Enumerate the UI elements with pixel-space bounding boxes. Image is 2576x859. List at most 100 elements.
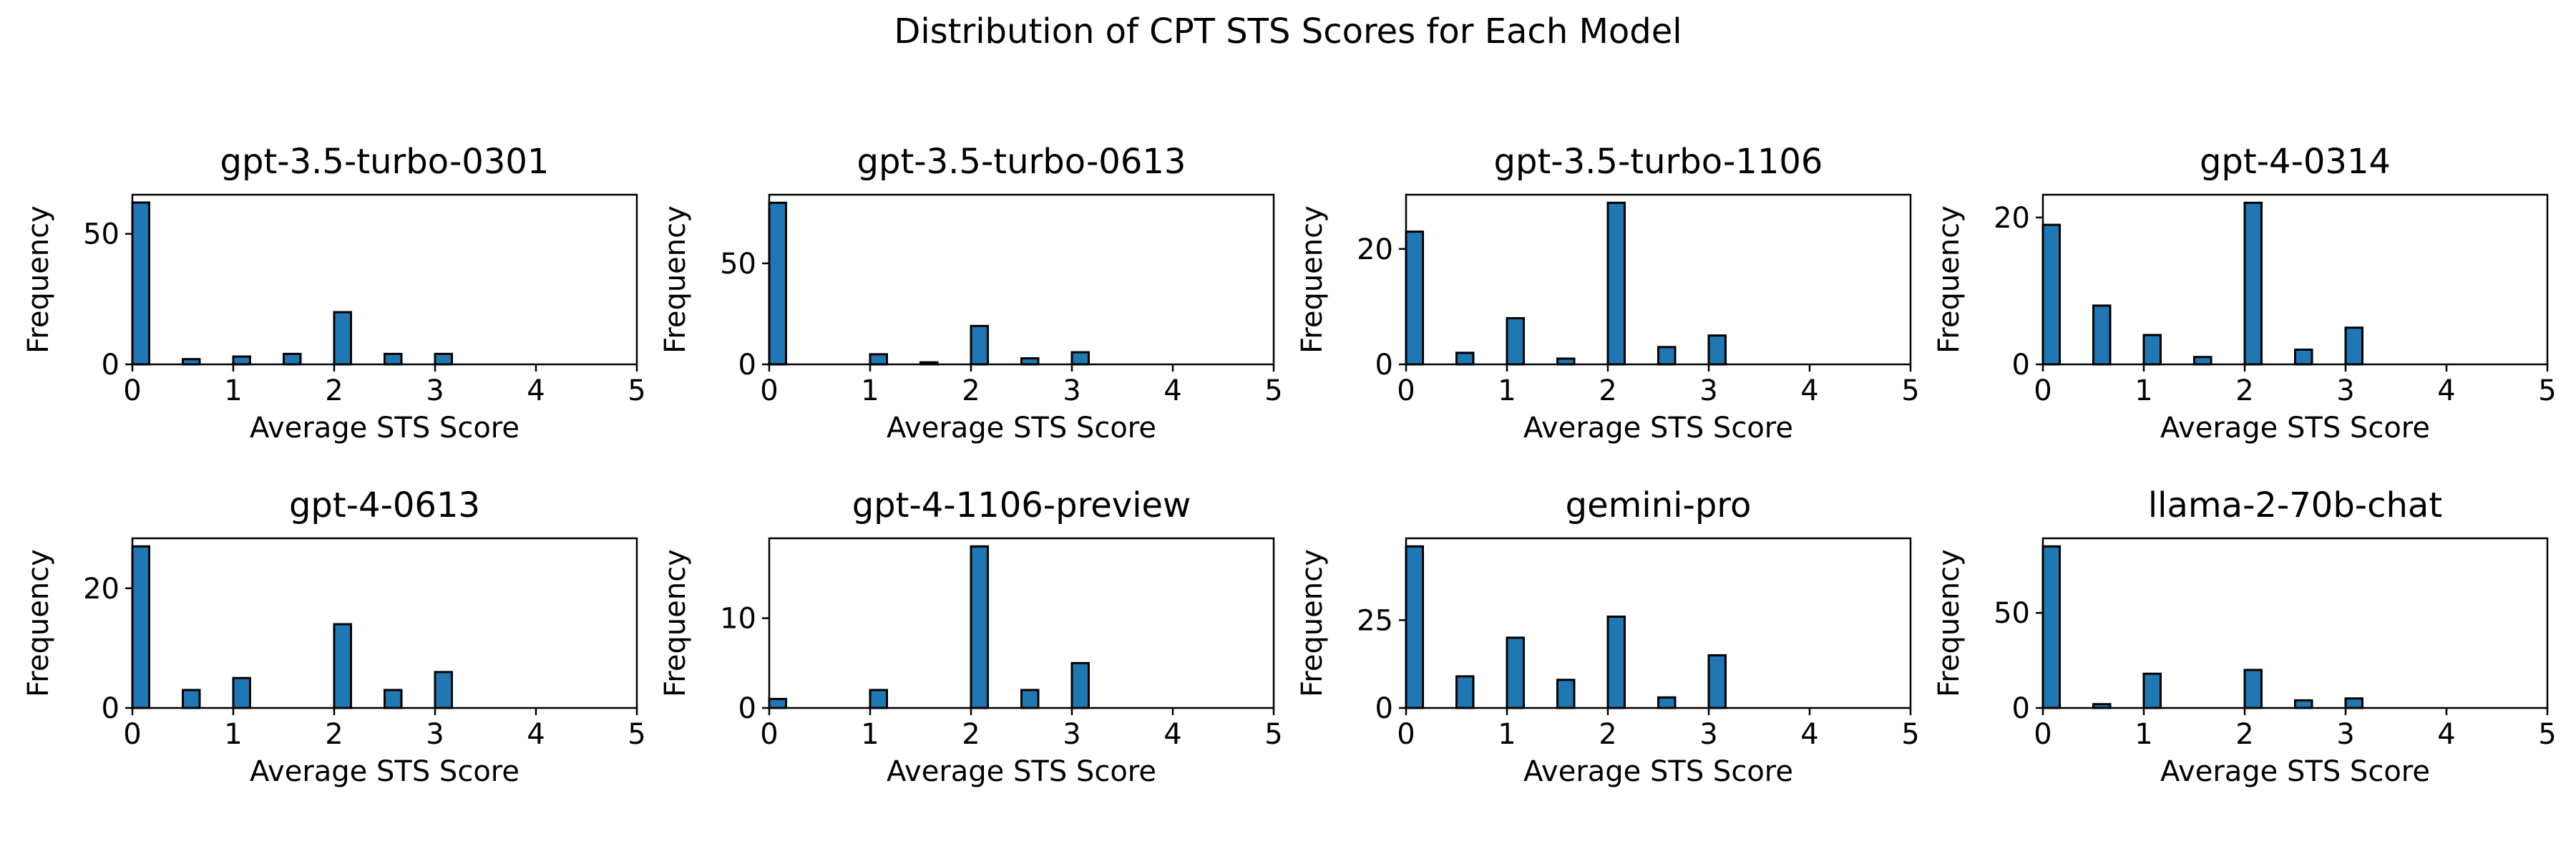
x-tick-label: 3	[1699, 374, 1717, 407]
histogram-bar	[1405, 545, 1424, 709]
x-tick-label: 4	[1163, 718, 1181, 751]
axes-frame	[1405, 193, 1912, 366]
x-tick-label: 4	[1163, 374, 1181, 407]
histogram-bar	[2193, 356, 2212, 366]
histogram-bar	[1070, 351, 1090, 366]
x-tick-label: 2	[2235, 718, 2253, 751]
axes-frame	[768, 537, 1275, 709]
axes-frame	[2041, 537, 2549, 709]
x-tick-label: 0	[2034, 718, 2051, 751]
histogram-bar	[2243, 669, 2263, 709]
histogram-bar	[2344, 697, 2363, 709]
y-axis-label: Frequency	[22, 549, 55, 697]
x-axis-label: Average STS Score	[1523, 412, 1793, 445]
histogram-bar	[1707, 654, 1727, 709]
y-axis-label: Frequency	[1296, 205, 1329, 354]
axes-frame	[131, 537, 638, 709]
histogram-bar	[333, 311, 352, 366]
histogram-bar	[2243, 201, 2263, 366]
x-tick-label: 4	[2437, 374, 2455, 407]
subplot-3: gpt-4-0314 0 1 2 3 4 5 0 20 Average STS Score Freq…	[1933, 142, 2557, 445]
x-tick-label: 0	[123, 374, 141, 407]
x-tick-label: 3	[2336, 374, 2354, 407]
x-tick-label: 3	[426, 374, 444, 407]
subplot-title: gpt-4-0314	[2200, 142, 2391, 182]
x-tick-label: 3	[426, 718, 444, 751]
histogram-bar	[768, 201, 787, 366]
x-tick-label: 1	[2135, 374, 2152, 407]
histogram-bar	[970, 545, 989, 709]
histogram-bar	[283, 352, 302, 366]
y-axis-label: Frequency	[1933, 549, 1966, 697]
histogram-bar	[970, 324, 989, 366]
y-tick-label: 0	[102, 349, 119, 382]
histogram-bar	[2294, 699, 2313, 709]
y-tick-label: 25	[1357, 604, 1393, 637]
histogram-bar	[131, 545, 150, 709]
histogram-bar	[1606, 615, 1626, 709]
x-tick-label: 2	[325, 374, 343, 407]
y-tick-label: 20	[1994, 202, 2030, 235]
subplot-title: gpt-3.5-turbo-0301	[220, 142, 550, 182]
histogram-bar	[1506, 317, 1525, 366]
x-axis-label: Average STS Score	[250, 412, 519, 445]
histogram-bar	[2344, 326, 2363, 366]
x-tick-label: 3	[1063, 718, 1080, 751]
subplot-title: gpt-3.5-turbo-0613	[857, 142, 1186, 182]
x-tick-label: 4	[2437, 718, 2455, 751]
x-tick-label: 5	[628, 718, 645, 751]
y-tick-label: 50	[83, 218, 119, 251]
histogram-bar	[2294, 348, 2313, 366]
x-tick-label: 5	[1901, 374, 1919, 407]
histogram-bar	[1707, 334, 1727, 366]
y-axis-label: Frequency	[659, 549, 692, 697]
histogram-bar	[384, 352, 403, 366]
histogram-bar	[182, 689, 201, 709]
histogram-bar	[1020, 689, 1040, 709]
x-tick-label: 5	[2538, 374, 2556, 407]
subplot-title: gpt-4-0613	[289, 485, 480, 525]
x-tick-label: 5	[1264, 374, 1282, 407]
axes-frame	[768, 193, 1275, 366]
x-tick-label: 5	[1264, 718, 1282, 751]
x-tick-label: 1	[1498, 374, 1516, 407]
y-axis-label: Frequency	[22, 205, 55, 354]
x-tick-label: 2	[1599, 718, 1616, 751]
histogram-bar	[869, 689, 888, 709]
x-tick-label: 4	[1800, 718, 1818, 751]
x-tick-label: 2	[962, 718, 980, 751]
y-tick-label: 50	[720, 248, 756, 281]
axes-frame	[1405, 537, 1912, 709]
x-tick-label: 4	[1800, 374, 1818, 407]
x-tick-label: 1	[1498, 718, 1516, 751]
x-tick-label: 0	[760, 718, 778, 751]
subplot-4: gpt-4-0613 0 1 2 3 4 5 0 20 Average STS Score Freq…	[22, 485, 646, 788]
x-axis-label: Average STS Score	[2160, 412, 2430, 445]
histogram-bar	[768, 697, 787, 709]
x-tick-label: 2	[325, 718, 343, 751]
x-tick-label: 5	[2538, 718, 2556, 751]
y-axis-label: Frequency	[1933, 205, 1966, 354]
histogram-bar	[2041, 545, 2061, 709]
histogram-bar	[434, 671, 453, 709]
subplot-title: gemini-pro	[1566, 485, 1752, 525]
y-axis-label: Frequency	[659, 205, 692, 354]
x-tick-label: 3	[1699, 718, 1717, 751]
subplot-6: gemini-pro 0 1 2 3 4 5 0 25 Average STS Score Freq…	[1296, 485, 1920, 788]
histogram-bar	[2142, 334, 2162, 366]
x-tick-label: 4	[527, 374, 545, 407]
x-tick-label: 0	[1397, 718, 1415, 751]
x-tick-label: 3	[2336, 718, 2354, 751]
x-axis-label: Average STS Score	[250, 755, 519, 788]
histogram-bar	[2092, 304, 2112, 366]
x-tick-label: 5	[1901, 718, 1919, 751]
histogram-bar	[1455, 351, 1475, 366]
x-axis-label: Average STS Score	[887, 755, 1156, 788]
y-tick-label: 20	[1357, 233, 1393, 266]
histogram-bar	[2041, 223, 2061, 366]
subplot-5: gpt-4-1106-preview 0 1 2 3 4 5 0 10 Average STS S…	[659, 485, 1283, 788]
subplot-2: gpt-3.5-turbo-1106 0 1 2 3 4 5 0 20 Average STS S…	[1296, 142, 1920, 445]
histogram-bar	[1020, 357, 1040, 366]
